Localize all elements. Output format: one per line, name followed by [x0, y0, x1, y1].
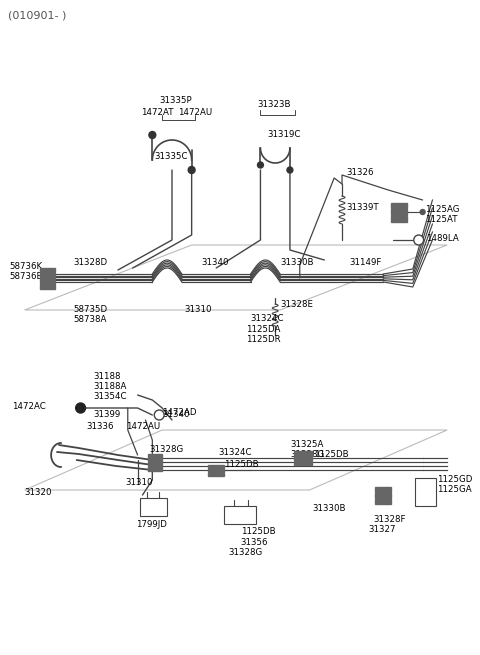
Bar — [208, 472, 224, 476]
Circle shape — [414, 235, 423, 245]
Circle shape — [149, 132, 156, 138]
Text: 1125GD: 1125GD — [437, 475, 473, 484]
Text: 1125GA: 1125GA — [437, 485, 472, 494]
Text: 31328D: 31328D — [74, 258, 108, 267]
Bar — [375, 487, 391, 491]
Circle shape — [420, 210, 425, 214]
Text: 31149F: 31149F — [349, 258, 381, 267]
Text: 31330B: 31330B — [280, 258, 313, 267]
Text: 1472AU: 1472AU — [178, 108, 212, 117]
Bar — [415, 478, 436, 506]
Text: 31188: 31188 — [94, 372, 121, 381]
Text: 58735D: 58735D — [74, 305, 108, 314]
Text: 31399: 31399 — [94, 410, 120, 419]
Circle shape — [188, 166, 195, 174]
Bar — [391, 202, 407, 208]
Bar — [148, 466, 162, 470]
Text: 31320: 31320 — [24, 488, 52, 497]
Text: 31325A: 31325A — [290, 440, 324, 449]
Text: 31326: 31326 — [346, 168, 373, 177]
Text: 1472AT: 1472AT — [141, 108, 173, 117]
Text: 31335C: 31335C — [154, 152, 188, 161]
Text: (010901- ): (010901- ) — [8, 10, 66, 20]
Text: 31328G: 31328G — [228, 548, 262, 557]
Text: 31324C: 31324C — [218, 448, 252, 457]
Text: 1489LA: 1489LA — [426, 234, 458, 243]
Text: 31339T: 31339T — [346, 203, 379, 212]
Text: 31340: 31340 — [202, 258, 229, 267]
Text: 1799JD: 1799JD — [136, 520, 167, 529]
Text: 31328G: 31328G — [290, 450, 324, 459]
Bar — [294, 451, 312, 455]
Text: 31328E: 31328E — [280, 300, 313, 309]
Bar — [208, 464, 224, 468]
Text: 31323B: 31323B — [257, 100, 291, 109]
Bar — [40, 278, 55, 283]
Text: 31328F: 31328F — [373, 515, 406, 524]
Text: 58736K: 58736K — [10, 262, 43, 271]
Bar — [148, 460, 162, 464]
Text: 31356: 31356 — [241, 538, 268, 547]
Text: 31324C: 31324C — [251, 314, 284, 323]
Text: 1472AC: 1472AC — [12, 402, 46, 411]
Bar — [391, 209, 407, 215]
Text: 1472AD: 1472AD — [162, 408, 197, 417]
Text: 31336: 31336 — [86, 422, 114, 431]
Text: 1125DR: 1125DR — [246, 335, 280, 344]
Bar — [208, 468, 224, 472]
Text: 31188A: 31188A — [94, 382, 127, 391]
Circle shape — [257, 162, 264, 168]
Text: 58738A: 58738A — [74, 315, 107, 324]
Bar — [40, 267, 55, 272]
Text: 1125DA: 1125DA — [246, 325, 280, 334]
Text: 1125DB: 1125DB — [241, 527, 276, 536]
Text: 31319C: 31319C — [267, 130, 300, 139]
Text: 58736B: 58736B — [10, 272, 43, 281]
Text: 31327: 31327 — [369, 525, 396, 534]
Circle shape — [154, 410, 164, 420]
Bar — [294, 456, 312, 460]
Bar — [224, 506, 255, 524]
Bar — [40, 273, 55, 278]
Bar — [375, 493, 391, 498]
Text: 1125AG: 1125AG — [425, 205, 459, 214]
Text: 1125AT: 1125AT — [425, 215, 457, 224]
Text: 1125DB: 1125DB — [224, 460, 259, 469]
Text: 31328G: 31328G — [149, 445, 184, 454]
Text: 31330B: 31330B — [312, 504, 346, 513]
Circle shape — [287, 167, 293, 173]
Bar — [375, 498, 391, 504]
Bar — [294, 461, 312, 465]
Bar — [148, 453, 162, 458]
Bar — [40, 284, 55, 288]
Text: 31340: 31340 — [162, 410, 190, 419]
Text: 31310: 31310 — [185, 305, 212, 314]
Text: 1125DB: 1125DB — [314, 450, 349, 459]
Text: 1472AU: 1472AU — [126, 422, 160, 431]
Text: 31354C: 31354C — [94, 392, 127, 401]
Bar — [140, 498, 167, 516]
Text: 31335P: 31335P — [159, 96, 192, 105]
Text: 31310: 31310 — [126, 478, 153, 487]
Circle shape — [76, 403, 85, 413]
Bar — [391, 216, 407, 221]
